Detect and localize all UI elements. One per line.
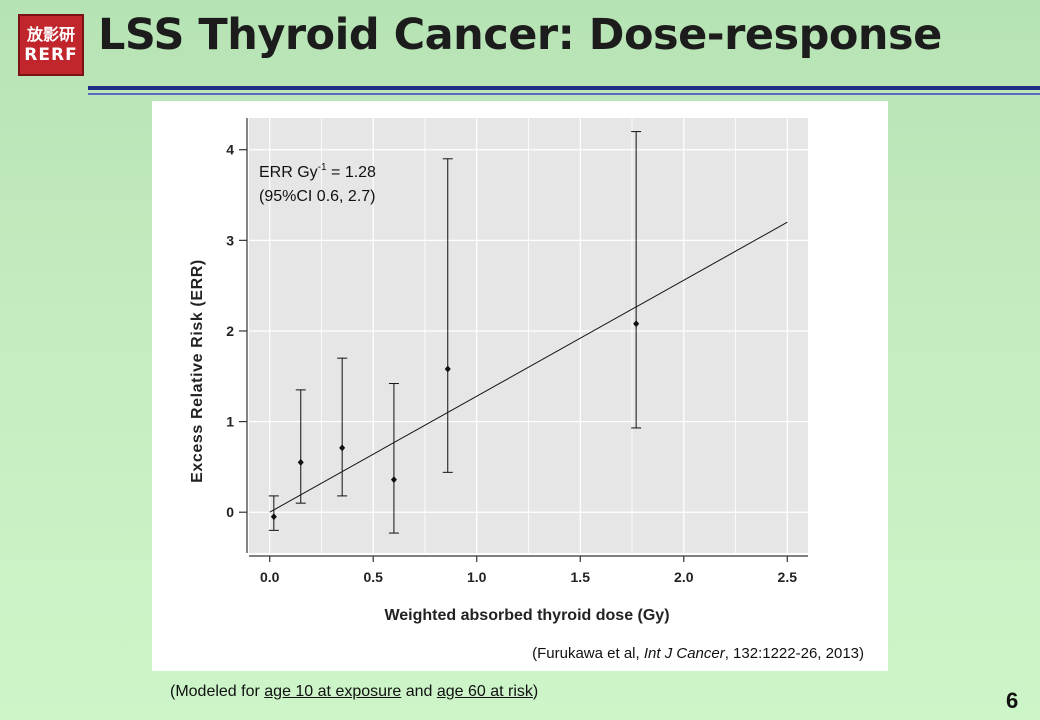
logo-kanji-text: 放影研: [26, 25, 75, 44]
x-tick-label: 1.5: [571, 569, 591, 585]
page-number: 6: [1006, 688, 1019, 713]
fit-line: [269, 221, 788, 513]
point-marker: [633, 320, 640, 328]
point-marker: [444, 365, 451, 373]
slide-header: 放影研 RERF LSS Thyroid Cancer: Dose-respon…: [0, 0, 1040, 96]
title-underline-thick: [88, 86, 1040, 90]
logo-latin-text: RERF: [24, 45, 78, 65]
x-tick-label: 0.0: [260, 569, 280, 585]
y-axis-label: Excess Relative Risk (ERR): [189, 259, 206, 483]
data-point-with-ci: [337, 357, 348, 497]
slide-title: LSS Thyroid Cancer: Dose-response: [98, 10, 942, 60]
y-tick-label: 3: [226, 232, 234, 248]
y-tick-labels: 0 1 2 3 4: [226, 142, 234, 521]
y-tick-label: 1: [226, 414, 234, 430]
x-tick-label: 2.0: [674, 569, 694, 585]
data-points: [268, 131, 642, 534]
y-tick-label: 4: [226, 142, 234, 158]
y-tick-label: 0: [226, 504, 234, 520]
x-axis-label: Weighted absorbed thyroid dose (Gy): [384, 607, 669, 624]
point-marker: [270, 513, 277, 521]
citation: (Furukawa et al, Int J Cancer, 132:1222-…: [532, 645, 864, 662]
data-point-with-ci: [388, 383, 399, 534]
data-point-with-ci: [442, 158, 453, 473]
x-tick-labels: 0.0 0.5 1.0 1.5 2.0 2.5: [260, 569, 797, 585]
y-tick-label: 2: [226, 323, 234, 339]
model-footnote: (Modeled for age 10 at exposure and age …: [170, 683, 539, 700]
data-point-with-ci: [268, 495, 279, 531]
chart-panel: 0.0 0.5 1.0 1.5 2.0 2.5 0 1 2 3 4 ERR Gy-1 = 1.28…: [152, 101, 888, 671]
x-tick-label: 0.5: [363, 569, 383, 585]
title-underline-thin: [88, 93, 1040, 95]
point-marker: [339, 444, 346, 452]
dose-response-chart: 0.0 0.5 1.0 1.5 2.0 2.5 0 1 2 3 4 ERR Gy-1 = 1.28…: [189, 118, 808, 624]
x-tick-label: 2.5: [778, 569, 798, 585]
grid-lines: [249, 118, 808, 553]
point-marker: [390, 476, 397, 484]
data-point-with-ci: [295, 389, 306, 504]
err-annotation-line1: ERR Gy-1 = 1.28: [259, 162, 376, 181]
axes: [239, 118, 808, 562]
point-marker: [297, 458, 304, 466]
err-annotation-line2: (95%CI 0.6, 2.7): [259, 188, 376, 205]
x-tick-label: 1.0: [467, 569, 487, 585]
rerf-logo: 放影研 RERF: [18, 14, 84, 76]
data-point-with-ci: [631, 131, 642, 429]
